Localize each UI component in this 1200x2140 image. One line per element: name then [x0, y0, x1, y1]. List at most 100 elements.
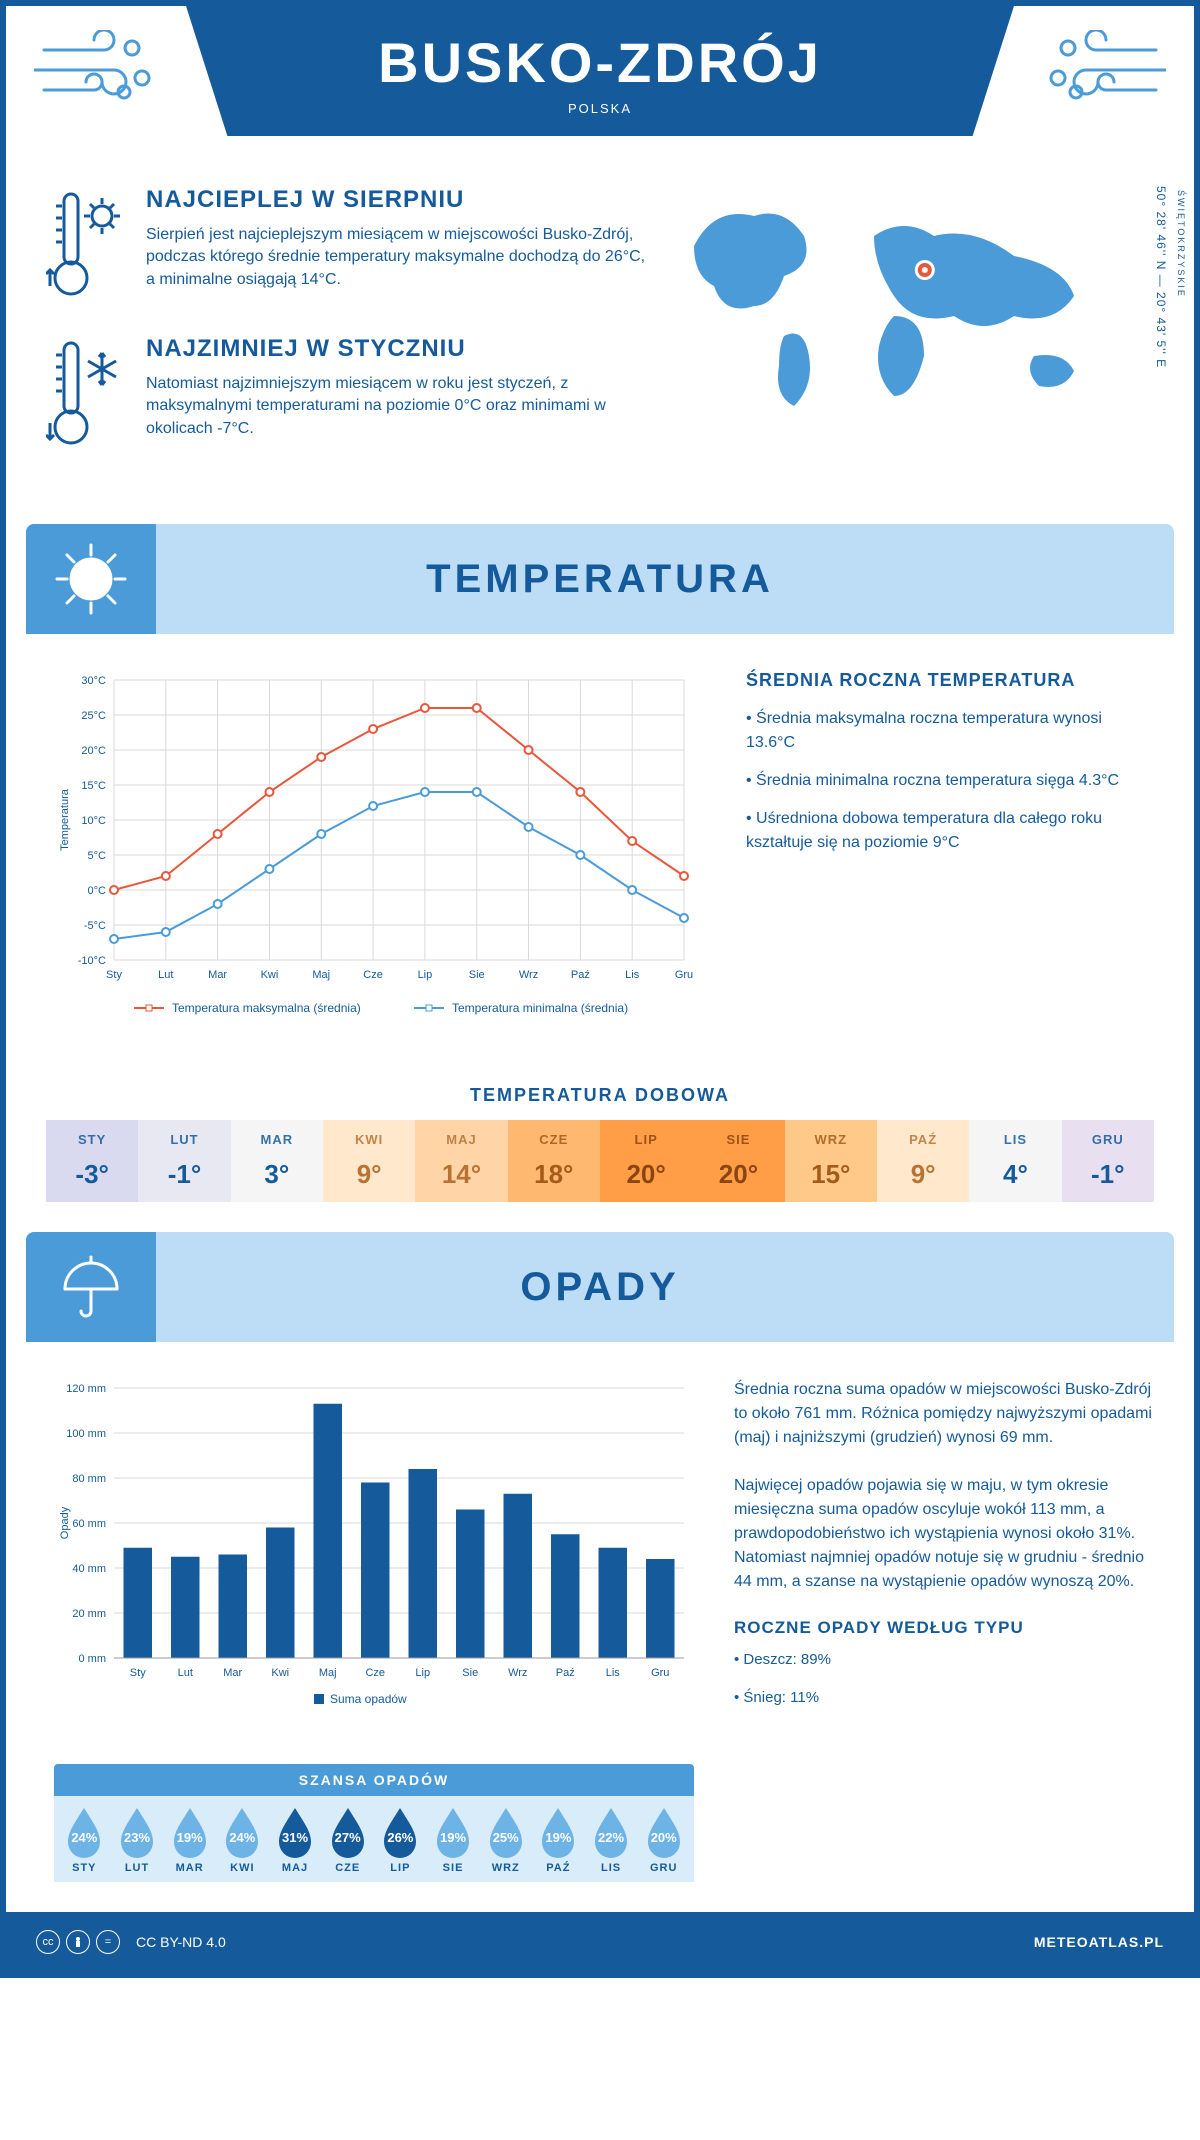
svg-text:Lut: Lut — [158, 969, 173, 981]
precip-title: OPADY — [520, 1265, 679, 1310]
daily-cell: GRU-1° — [1062, 1120, 1154, 1202]
svg-text:Sie: Sie — [462, 1667, 478, 1679]
svg-text:Lis: Lis — [606, 1667, 621, 1679]
svg-text:Sty: Sty — [106, 969, 122, 981]
warmest-fact: NAJCIEPLEJ W SIERPNIU Sierpień jest najc… — [46, 186, 650, 311]
temperature-info: ŚREDNIA ROCZNA TEMPERATURA • Średnia mak… — [746, 670, 1146, 1035]
chance-cell: 19%MAR — [163, 1804, 216, 1874]
wind-icon — [34, 30, 154, 110]
temp-info-b1: • Średnia maksymalna roczna temperatura … — [746, 707, 1146, 755]
svg-text:0°C: 0°C — [88, 885, 107, 897]
thermometer-cold-icon — [46, 335, 126, 460]
chance-cell: 25%WRZ — [479, 1804, 532, 1874]
precip-type-snow: • Śnieg: 11% — [734, 1686, 1154, 1710]
chance-cell: 20%GRU — [637, 1804, 690, 1874]
temp-info-heading: ŚREDNIA ROCZNA TEMPERATURA — [746, 670, 1146, 691]
svg-text:Temperatura maksymalna (średni: Temperatura maksymalna (średnia) — [172, 1001, 361, 1015]
svg-text:Maj: Maj — [312, 969, 330, 981]
svg-text:25°C: 25°C — [81, 710, 106, 722]
chance-cell: 19%PAŹ — [532, 1804, 585, 1874]
svg-text:Lip: Lip — [415, 1667, 430, 1679]
svg-text:Gru: Gru — [675, 969, 693, 981]
svg-text:5°C: 5°C — [88, 850, 107, 862]
warmest-title: NAJCIEPLEJ W SIERPNIU — [146, 186, 650, 214]
svg-text:20°C: 20°C — [81, 745, 106, 757]
license-text: CC BY-ND 4.0 — [136, 1934, 226, 1950]
precip-p1: Średnia roczna suma opadów w miejscowośc… — [734, 1378, 1154, 1450]
header: BUSKO-ZDRÓJ POLSKA — [6, 6, 1194, 186]
precip-type-heading: ROCZNE OPADY WEDŁUG TYPU — [734, 1618, 1154, 1638]
svg-text:Temperatura minimalna (średnia: Temperatura minimalna (średnia) — [452, 1001, 628, 1015]
svg-text:Lut: Lut — [178, 1667, 193, 1679]
precip-bar-chart: 0 mm20 mm40 mm60 mm80 mm100 mm120 mmOpad… — [54, 1378, 694, 1724]
temperature-title: TEMPERATURA — [426, 557, 774, 602]
svg-text:Kwi: Kwi — [261, 969, 279, 981]
svg-text:0 mm: 0 mm — [79, 1653, 107, 1665]
warmest-text: Sierpień jest najcieplejszym miesiącem w… — [146, 224, 650, 291]
svg-text:Mar: Mar — [223, 1667, 242, 1679]
svg-text:Sty: Sty — [130, 1667, 146, 1679]
facts-column: NAJCIEPLEJ W SIERPNIU Sierpień jest najc… — [46, 186, 650, 484]
map-column: ŚWIĘTOKRZYSKIE 50° 28' 46'' N — 20° 43' … — [674, 186, 1154, 484]
world-map — [674, 186, 1114, 426]
svg-text:Paź: Paź — [571, 969, 590, 981]
svg-text:Mar: Mar — [208, 969, 227, 981]
svg-text:Cze: Cze — [365, 1667, 385, 1679]
chance-cell: 24%STY — [58, 1804, 111, 1874]
daily-cell: MAR3° — [231, 1120, 323, 1202]
coldest-title: NAJZIMNIEJ W STYCZNIU — [146, 335, 650, 363]
temperature-section-header: TEMPERATURA — [26, 524, 1174, 634]
by-icon — [66, 1930, 90, 1954]
chance-cell: 26%LIP — [374, 1804, 427, 1874]
daily-cell: LIP20° — [600, 1120, 692, 1202]
chance-title: SZANSA OPADÓW — [54, 1764, 694, 1796]
region-label: ŚWIĘTOKRZYSKIE — [1176, 190, 1186, 298]
daily-cell: WRZ15° — [785, 1120, 877, 1202]
cc-icon: cc — [36, 1930, 60, 1954]
daily-cell: SIE20° — [692, 1120, 784, 1202]
chance-cell: 22%LIS — [585, 1804, 638, 1874]
sun-icon — [26, 524, 156, 634]
daily-temp-grid: STY-3°LUT-1°MAR3°KWI9°MAJ14°CZE18°LIP20°… — [46, 1120, 1154, 1202]
coldest-text: Natomiast najzimniejszym miesiącem w rok… — [146, 373, 650, 440]
svg-text:80 mm: 80 mm — [72, 1473, 106, 1485]
svg-text:100 mm: 100 mm — [66, 1428, 106, 1440]
chance-cell: 19%SIE — [427, 1804, 480, 1874]
footer: cc = CC BY-ND 4.0 METEOATLAS.PL — [6, 1912, 1194, 1972]
precip-type-rain: • Deszcz: 89% — [734, 1648, 1154, 1672]
svg-text:-10°C: -10°C — [78, 955, 106, 967]
svg-text:120 mm: 120 mm — [66, 1383, 106, 1395]
wind-icon — [1046, 30, 1166, 110]
svg-text:Sie: Sie — [469, 969, 485, 981]
svg-text:20 mm: 20 mm — [72, 1608, 106, 1620]
daily-cell: STY-3° — [46, 1120, 138, 1202]
country-name: POLSKA — [186, 101, 1014, 116]
precip-p2: Najwięcej opadów pojawia się w maju, w t… — [734, 1474, 1154, 1594]
title-banner: BUSKO-ZDRÓJ POLSKA — [186, 6, 1014, 136]
temperature-line-chart: -10°C-5°C0°C5°C10°C15°C20°C25°C30°CStyLu… — [54, 670, 706, 1035]
chance-cell: 31%MAJ — [269, 1804, 322, 1874]
svg-text:10°C: 10°C — [81, 815, 106, 827]
daily-cell: MAJ14° — [415, 1120, 507, 1202]
svg-text:Lip: Lip — [418, 969, 433, 981]
site-name: METEOATLAS.PL — [1034, 1934, 1164, 1950]
daily-cell: PAŹ9° — [877, 1120, 969, 1202]
svg-text:40 mm: 40 mm — [72, 1563, 106, 1575]
precip-info: Średnia roczna suma opadów w miejscowośc… — [734, 1378, 1154, 1724]
chance-cell: 23%LUT — [111, 1804, 164, 1874]
daily-cell: LUT-1° — [138, 1120, 230, 1202]
daily-cell: KWI9° — [323, 1120, 415, 1202]
svg-text:Temperatura: Temperatura — [59, 788, 71, 851]
svg-text:Paź: Paź — [556, 1667, 575, 1679]
precip-type-block: ROCZNE OPADY WEDŁUG TYPU • Deszcz: 89% •… — [734, 1618, 1154, 1710]
svg-text:Lis: Lis — [625, 969, 640, 981]
city-name: BUSKO-ZDRÓJ — [186, 30, 1014, 95]
svg-text:Cze: Cze — [363, 969, 383, 981]
svg-text:Suma opadów: Suma opadów — [330, 1692, 407, 1706]
chance-cell: 27%CZE — [321, 1804, 374, 1874]
daily-temp-title: TEMPERATURA DOBOWA — [6, 1085, 1194, 1106]
precip-section-header: OPADY — [26, 1232, 1174, 1342]
chance-cell: 24%KWI — [216, 1804, 269, 1874]
svg-text:Wrz: Wrz — [519, 969, 538, 981]
daily-cell: LIS4° — [969, 1120, 1061, 1202]
